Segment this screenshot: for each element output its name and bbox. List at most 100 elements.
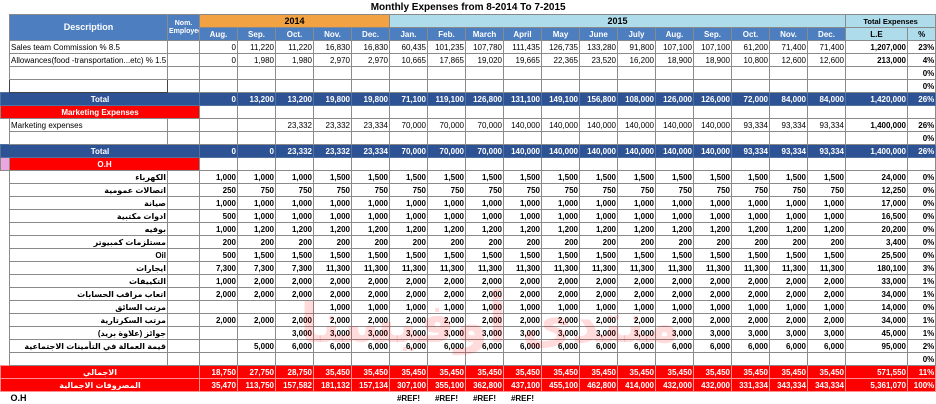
month-cell[interactable]: 11,300 [427,261,466,275]
month-cell[interactable]: 1,000 [693,209,732,223]
month-cell[interactable] [655,131,694,145]
month-cell[interactable]: 2,000 [731,287,770,301]
month-cell[interactable]: 1,000 [807,300,846,314]
month-cell[interactable] [617,131,656,145]
month-cell[interactable]: 1,500 [579,248,618,262]
month-cell[interactable] [693,131,732,145]
month-cell[interactable]: 200 [655,235,694,249]
month-cell[interactable]: 6,000 [427,339,466,353]
month-cell[interactable] [275,66,314,80]
month-cell[interactable]: 1,500 [389,170,428,184]
month-cell[interactable] [427,105,466,119]
month-cell[interactable] [503,157,542,171]
le-cell[interactable]: 1,400,000 [845,144,908,158]
month-cell[interactable]: 19,800 [351,92,390,106]
month-cell[interactable] [237,391,276,404]
month-cell[interactable]: 93,334 [731,144,770,158]
month-cell[interactable]: 200 [389,235,428,249]
col-header-employees[interactable]: Nom. Employees [167,14,200,41]
month-cell[interactable] [693,66,732,80]
month-cell[interactable] [275,105,314,119]
month-cell[interactable] [465,66,504,80]
month-cell[interactable]: 11,300 [617,261,656,275]
month-cell[interactable] [427,79,466,93]
month-cell[interactable]: 362,800 [465,378,504,392]
label-office-supplies[interactable]: ادوات مكتبية [9,209,168,223]
month-cell[interactable] [579,105,618,119]
month-cell[interactable]: 60,435 [389,40,428,54]
month-cell[interactable]: 200 [617,235,656,249]
month-cell[interactable]: 250 [199,183,238,197]
month-cell[interactable]: 343,334 [807,378,846,392]
emp-cell[interactable] [167,352,200,366]
month-cell[interactable]: 35,450 [769,365,808,379]
month-cell[interactable]: 70,000 [427,144,466,158]
month-cell[interactable]: 140,000 [655,144,694,158]
month-cell[interactable]: 1,000 [541,300,580,314]
le-cell[interactable]: 33,000 [845,274,908,288]
label-rents[interactable]: ايجارات [9,261,168,275]
month-cell[interactable] [351,66,390,80]
month-cell[interactable] [541,131,580,145]
month-cell[interactable]: 70,000 [389,118,428,132]
month-cell[interactable]: 7,300 [237,261,276,275]
month-cell[interactable]: 93,334 [807,144,846,158]
month-cell[interactable]: 2,000 [275,287,314,301]
ref-error-cell[interactable]: #REF! [389,391,428,404]
month-cell[interactable]: 126,735 [541,40,580,54]
pct-cell[interactable]: 23% [906,40,936,54]
month-cell[interactable]: 1,000 [579,300,618,314]
label-allowances[interactable]: Allowances(food -transportation...etc) %… [9,53,168,67]
month-cell[interactable]: 1,000 [769,300,808,314]
month-header[interactable]: March [465,27,504,41]
month-cell[interactable]: 1,000 [769,196,808,210]
month-cell[interactable] [693,157,732,171]
pct-cell[interactable]: 0% [906,235,936,249]
month-cell[interactable]: 17,865 [427,53,466,67]
desc-cell[interactable] [9,66,168,80]
month-cell[interactable] [313,66,352,80]
month-cell[interactable]: 35,450 [313,365,352,379]
month-cell[interactable]: 7,300 [199,261,238,275]
month-cell[interactable]: 23,334 [351,144,390,158]
month-cell[interactable] [769,79,808,93]
month-cell[interactable]: 71,400 [769,40,808,54]
month-cell[interactable]: 1,000 [389,300,428,314]
month-cell[interactable]: 11,220 [275,40,314,54]
month-cell[interactable]: 93,334 [769,118,808,132]
month-cell[interactable]: 6,000 [693,339,732,353]
month-cell[interactable]: 1,500 [617,170,656,184]
pct-cell[interactable]: 1% [906,287,936,301]
month-cell[interactable]: 1,000 [237,196,276,210]
month-cell[interactable] [541,66,580,80]
le-cell[interactable] [845,352,908,366]
month-cell[interactable]: 107,100 [655,40,694,54]
month-cell[interactable]: 2,000 [237,274,276,288]
month-cell[interactable]: 1,200 [389,222,428,236]
month-cell[interactable]: 1,500 [541,248,580,262]
month-cell[interactable]: 2,000 [617,274,656,288]
label-oil[interactable]: Oil [9,248,168,262]
month-cell[interactable]: 1,200 [275,222,314,236]
month-cell[interactable] [237,300,276,314]
month-cell[interactable]: 12,600 [769,53,808,67]
le-cell[interactable] [845,157,908,171]
month-cell[interactable]: 1,000 [655,209,694,223]
month-cell[interactable]: 10,665 [389,53,428,67]
month-cell[interactable]: 1,000 [237,170,276,184]
month-cell[interactable]: 16,830 [351,40,390,54]
month-cell[interactable]: 2,000 [503,287,542,301]
month-cell[interactable]: 19,665 [503,53,542,67]
month-cell[interactable]: 2,000 [465,313,504,327]
month-cell[interactable]: 3,000 [313,326,352,340]
pct-cell[interactable]: 0% [906,66,936,80]
month-cell[interactable]: 1,000 [427,209,466,223]
month-cell[interactable]: 107,780 [465,40,504,54]
month-cell[interactable]: 11,300 [731,261,770,275]
month-cell[interactable] [617,105,656,119]
month-cell[interactable]: 1,500 [769,170,808,184]
month-cell[interactable]: 149,100 [541,92,580,106]
month-cell[interactable]: 84,000 [807,92,846,106]
month-cell[interactable] [199,391,238,404]
month-cell[interactable]: 35,450 [617,365,656,379]
